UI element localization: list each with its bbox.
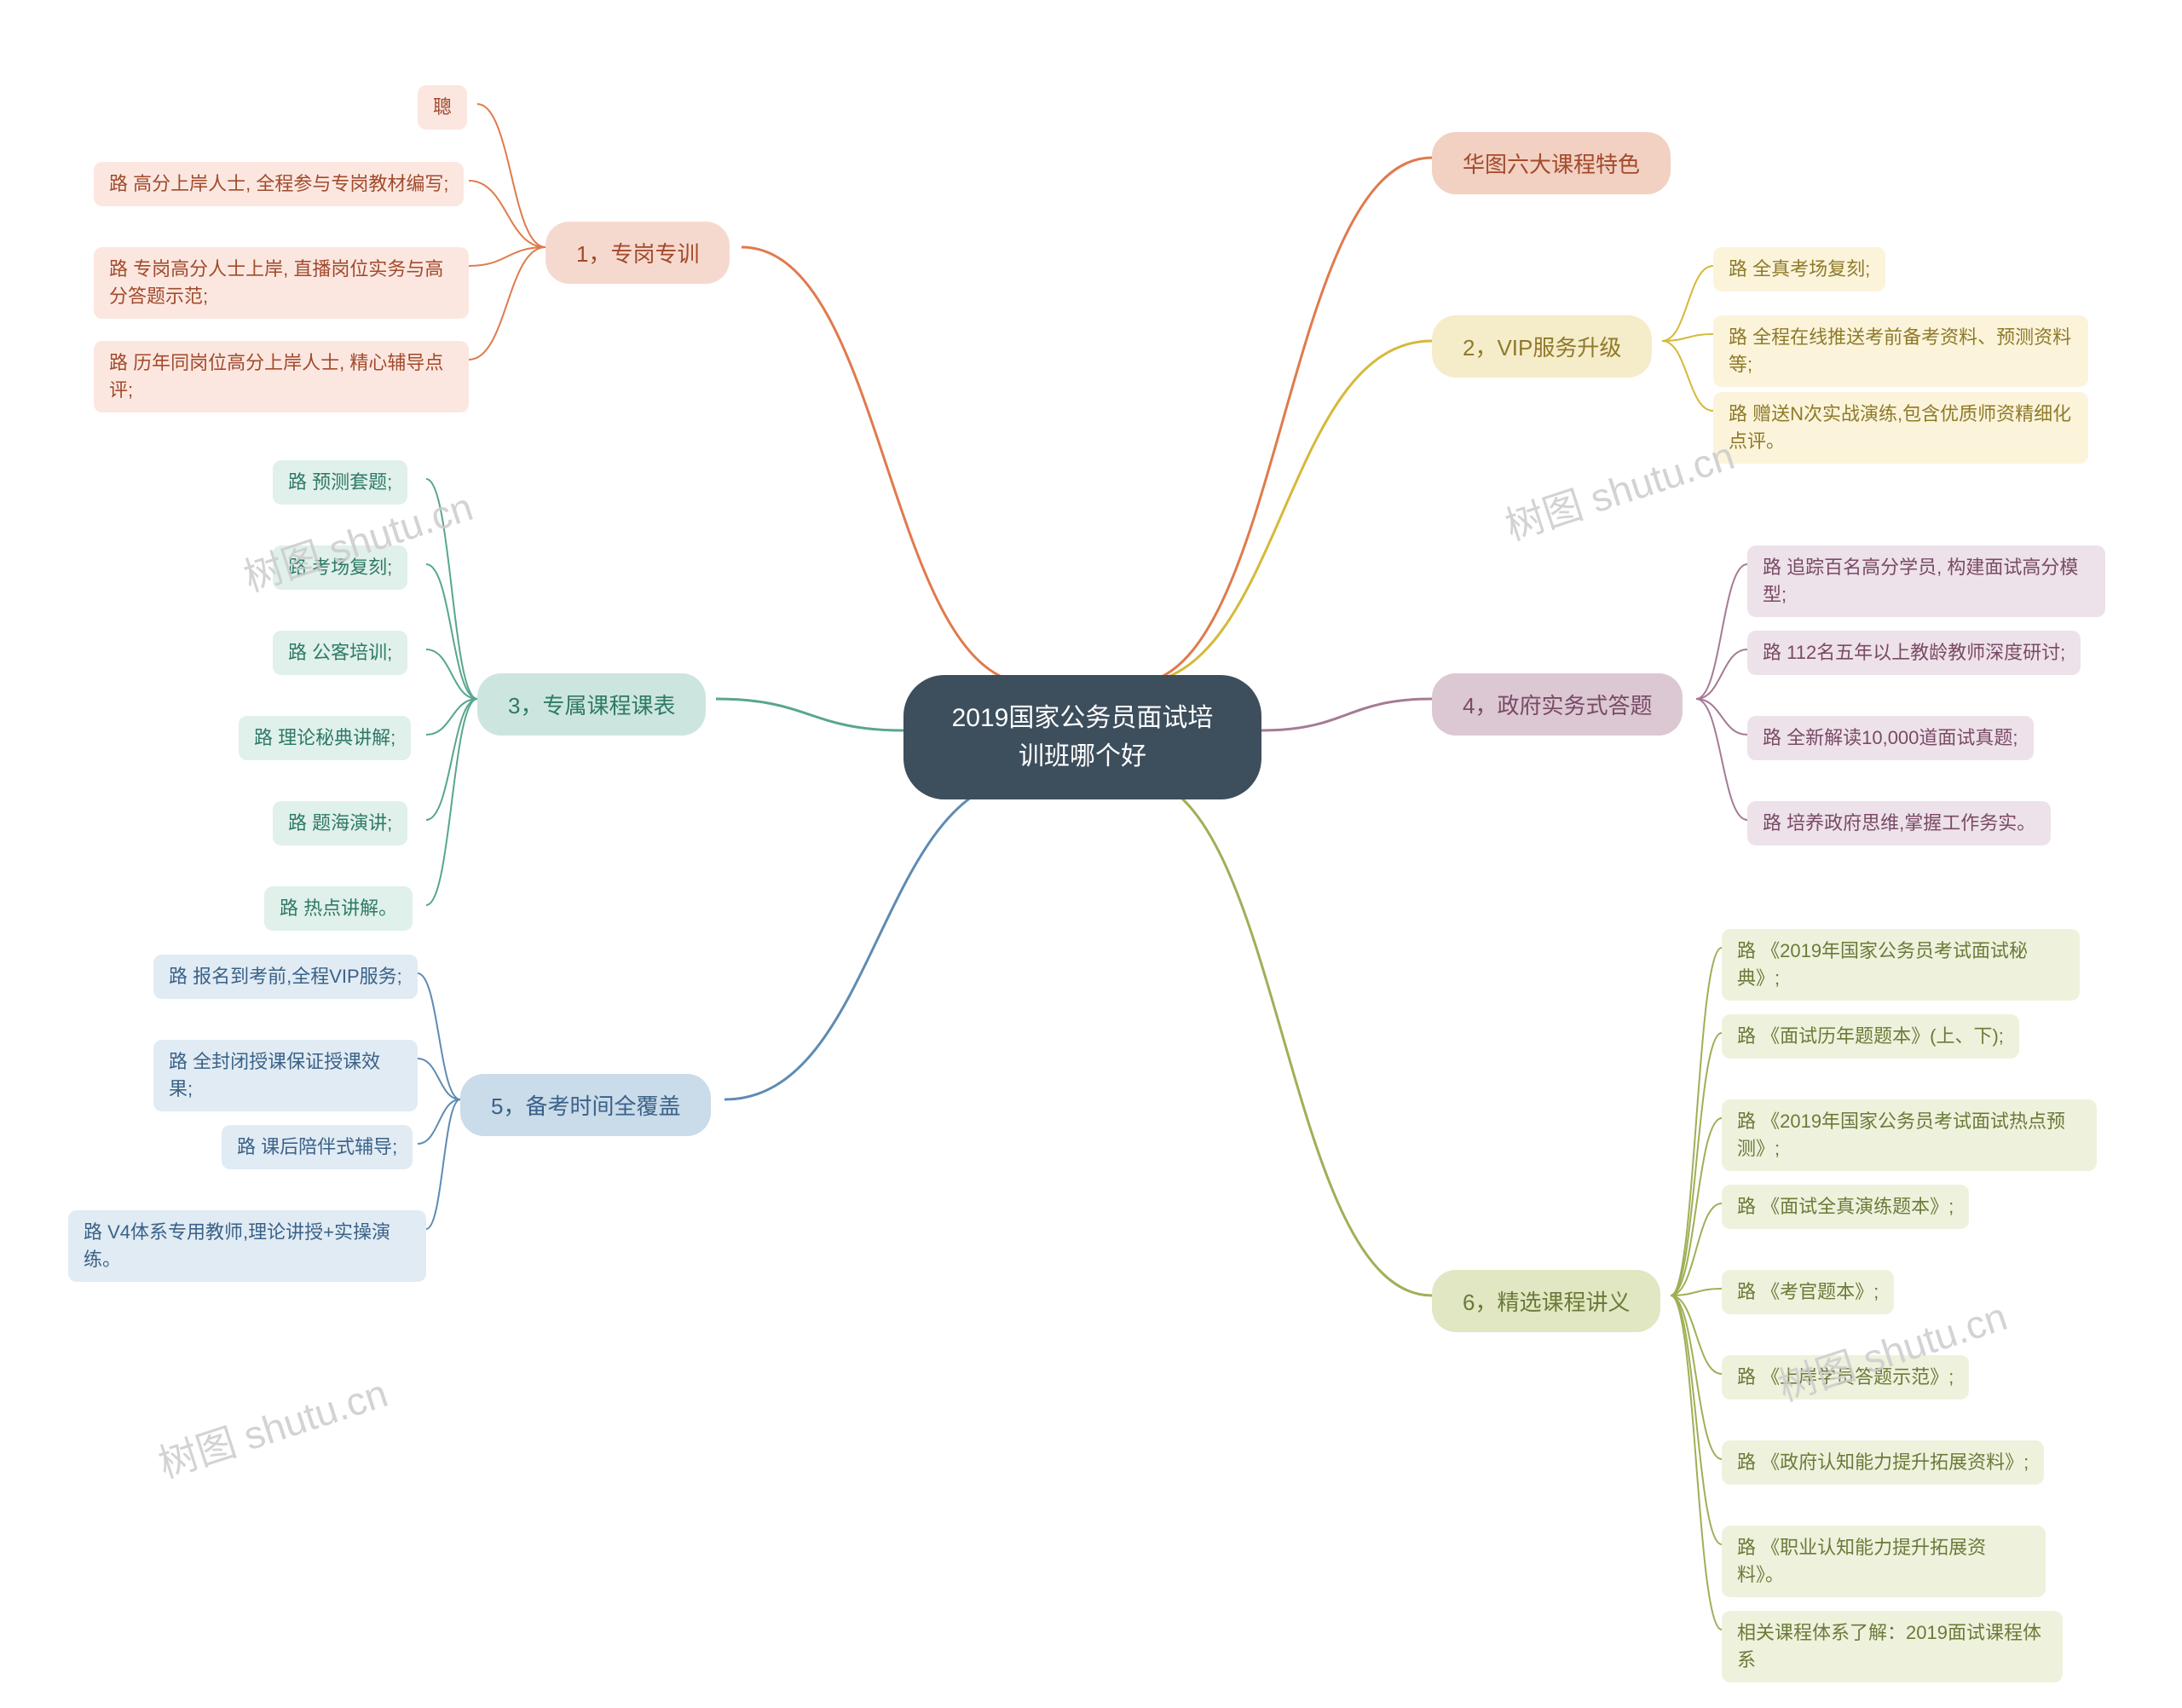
leaf-6-7: 路 《职业认知能力提升拓展资料》。 [1722,1526,2046,1597]
leaf-6-2: 路 《2019年国家公务员考试面试热点预测》; [1722,1099,2097,1171]
branch-2: 2，VIP服务升级 [1432,315,1652,378]
branch-6: 6，精选课程讲义 [1432,1270,1660,1332]
leaf-5-1: 路 全封闭授课保证授课效果; [153,1040,418,1111]
branch-1: 1，专岗专训 [546,222,730,284]
leaf-5-3: 路 V4体系专用教师,理论讲授+实操演练。 [68,1210,426,1282]
root-node: 2019国家公务员面试培训班哪个好 [903,675,1261,799]
branch-4: 4，政府实务式答题 [1432,673,1683,736]
branch-5: 5，备考时间全覆盖 [460,1074,711,1136]
leaf-1-1: 路 高分上岸人士, 全程参与专岗教材编写; [94,162,464,206]
leaf-1-2: 路 专岗高分人士上岸, 直播岗位实务与高分答题示范; [94,247,469,319]
leaf-6-0: 路 《2019年国家公务员考试面试秘典》; [1722,929,2080,1001]
leaf-2-0: 路 全真考场复刻; [1713,247,1885,291]
leaf-4-0: 路 追踪百名高分学员, 构建面试高分模型; [1747,545,2105,617]
leaf-3-4: 路 题海演讲; [273,801,407,845]
leaf-3-3: 路 理论秘典讲解; [239,716,411,760]
leaf-1-3: 路 历年同岗位高分上岸人士, 精心辅导点评; [94,341,469,413]
leaf-2-1: 路 全程在线推送考前备考资料、预测资料等; [1713,315,2088,387]
leaf-6-6: 路 《政府认知能力提升拓展资料》; [1722,1440,2044,1485]
leaf-6-5: 路 《上岸学员答题示范》; [1722,1355,1969,1399]
branch-3: 3，专属课程课表 [477,673,706,736]
leaf-4-1: 路 112名五年以上教龄教师深度研讨; [1747,631,2081,675]
leaf-3-5: 路 热点讲解。 [264,886,413,931]
leaf-3-2: 路 公客培训; [273,631,407,675]
branch-0: 华图六大课程特色 [1432,132,1671,194]
leaf-5-0: 路 报名到考前,全程VIP服务; [153,955,418,999]
leaf-6-3: 路 《面试全真演练题本》; [1722,1185,1969,1229]
leaf-3-1: 路 考场复刻; [273,545,407,590]
leaf-6-1: 路 《面试历年题题本》(上、下); [1722,1014,2019,1059]
leaf-6-8: 相关课程体系了解：2019面试课程体系 [1722,1611,2063,1682]
leaf-4-2: 路 全新解读10,000道面试真题; [1747,716,2034,760]
leaf-3-0: 路 预测套题; [273,460,407,505]
leaf-1-0: 聰 [418,85,467,130]
watermark: 树图 shutu.cn [1498,425,1740,552]
leaf-4-3: 路 培养政府思维,掌握工作务实。 [1747,801,2051,845]
watermark: 树图 shutu.cn [151,1363,394,1490]
leaf-5-2: 路 课后陪伴式辅导; [222,1125,413,1169]
leaf-2-2: 路 赠送N次实战演练,包含优质师资精细化点评。 [1713,392,2088,464]
leaf-6-4: 路 《考官题本》; [1722,1270,1894,1314]
mindmap-canvas: 2019国家公务员面试培训班哪个好 华图六大课程特色 1，专岗专训 聰路 高分上岸人士… [0,0,2182,1708]
